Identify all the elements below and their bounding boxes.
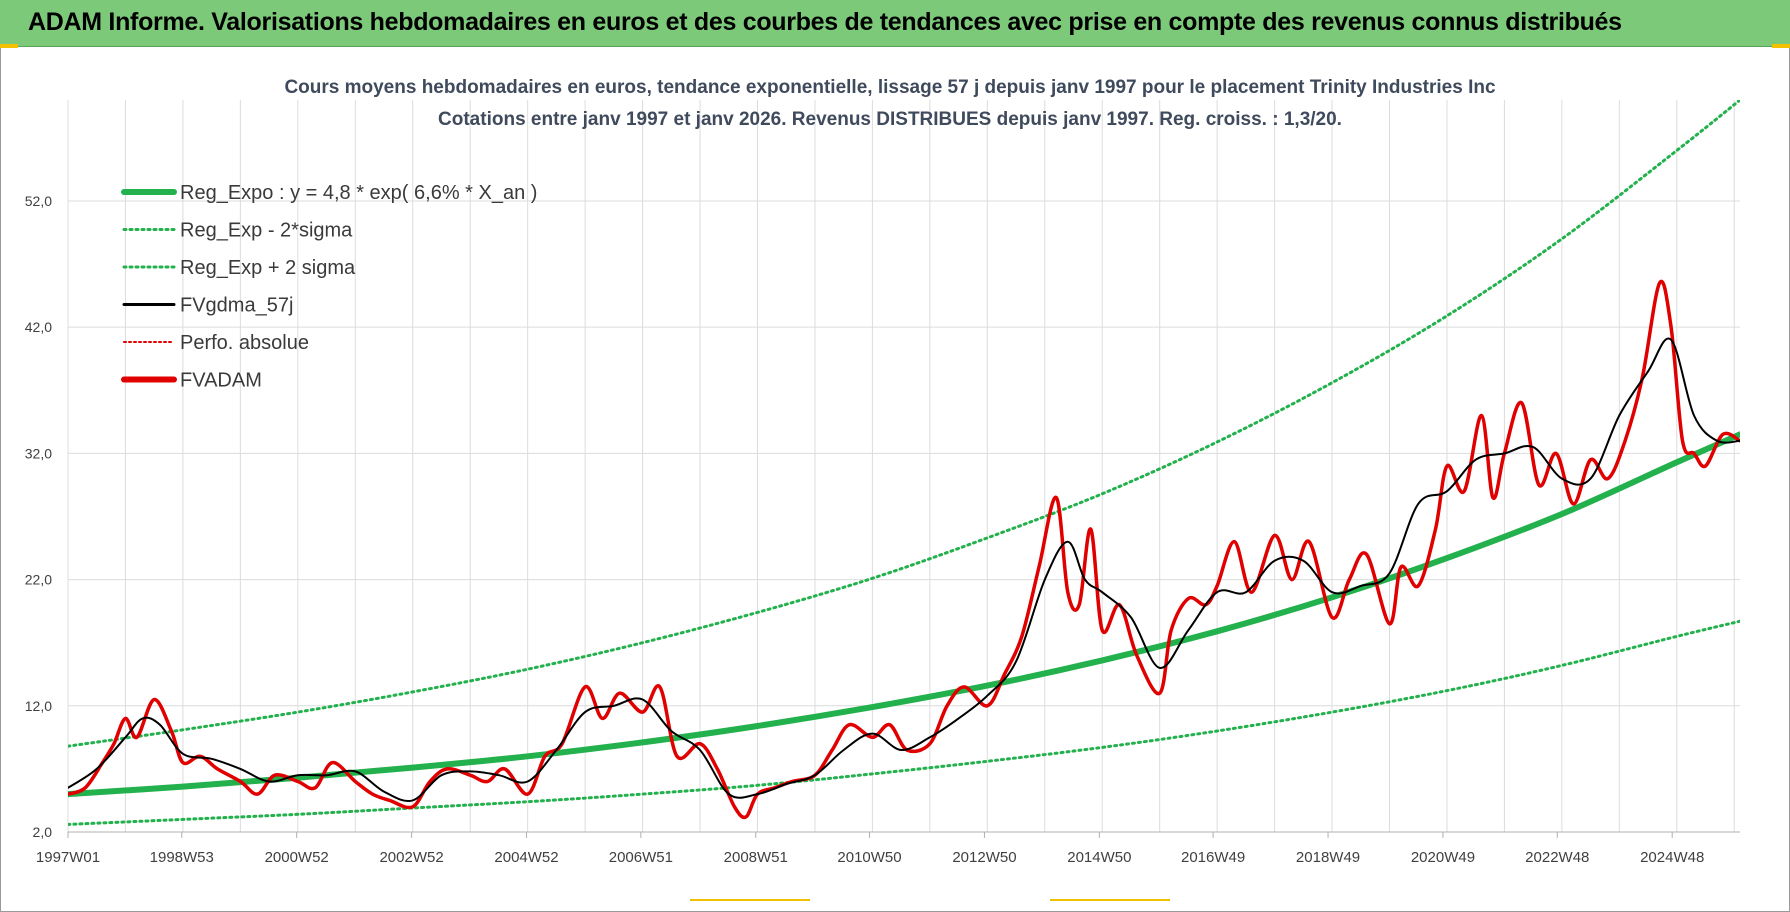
series-line-reg-exp bbox=[68, 619, 1740, 826]
legend-label: FVADAM bbox=[180, 370, 262, 392]
x-tick-label: 2018W49 bbox=[1296, 849, 1360, 866]
x-tick-label: 1998W53 bbox=[150, 849, 214, 866]
y-tick-label: 52,0 bbox=[25, 193, 52, 209]
y-tick-label: 42,0 bbox=[25, 319, 52, 335]
y-tick-label: 32,0 bbox=[25, 445, 52, 461]
legend-label: Reg_Exp - 2*sigma bbox=[180, 220, 353, 242]
x-tick-label: 1997W01 bbox=[36, 849, 100, 866]
x-tick-label: 2004W52 bbox=[494, 849, 558, 866]
x-tick-label: 2008W51 bbox=[724, 849, 788, 866]
series-line-fvgdma-57j bbox=[68, 337, 1740, 803]
x-tick-label: 2016W49 bbox=[1181, 849, 1245, 866]
x-tick-label: 2002W52 bbox=[379, 849, 443, 866]
y-tick-label: 2,0 bbox=[33, 824, 53, 840]
legend: Reg_Expo : y = 4,8 * exp( 6,6% * X_an ) R… bbox=[121, 182, 537, 392]
y-tick-label: 22,0 bbox=[25, 572, 52, 588]
y-tick-label: 12,0 bbox=[25, 698, 52, 714]
series-line-reg-expo bbox=[68, 431, 1740, 798]
x-tick-label: 2006W51 bbox=[609, 849, 673, 866]
bottom-mark-2 bbox=[1050, 899, 1170, 901]
x-tick-label: 2024W48 bbox=[1640, 849, 1704, 866]
x-tick-label: 2010W50 bbox=[837, 849, 901, 866]
header-bar: ADAM Informe. Valorisations hebdomadaire… bbox=[0, 0, 1790, 47]
grid bbox=[67, 100, 1740, 833]
series-line-fvadam bbox=[68, 279, 1740, 820]
chart-title-line-1: Cours moyens hebdomadaires en euros, ten… bbox=[284, 77, 1496, 98]
x-tick-label: 2012W50 bbox=[952, 849, 1016, 866]
axes: Cours moyens hebdomadaires en euros, ten… bbox=[25, 77, 1740, 866]
chart-title-line-2: Cotations entre janv 1997 et janv 2026. … bbox=[438, 109, 1342, 130]
x-tick-label: 2000W52 bbox=[265, 849, 329, 866]
x-tick-label: 2014W50 bbox=[1067, 849, 1131, 866]
series bbox=[68, 100, 1740, 826]
bottom-mark-1 bbox=[690, 899, 810, 901]
x-tick-label: 2020W49 bbox=[1411, 849, 1475, 866]
x-tick-label: 2022W48 bbox=[1525, 849, 1589, 866]
legend-label: FVgdma_57j bbox=[180, 295, 293, 317]
series-line-reg-exp bbox=[68, 100, 1740, 748]
legend-label: Reg_Expo : y = 4,8 * exp( 6,6% * X_an ) bbox=[180, 182, 537, 204]
legend-label: Perfo. absolue bbox=[180, 332, 309, 354]
legend-label: Reg_Exp + 2 sigma bbox=[180, 257, 356, 279]
corner-mark-top-left bbox=[0, 44, 18, 48]
page-title: ADAM Informe. Valorisations hebdomadaire… bbox=[28, 8, 1622, 36]
corner-mark-top-right bbox=[1772, 44, 1790, 48]
